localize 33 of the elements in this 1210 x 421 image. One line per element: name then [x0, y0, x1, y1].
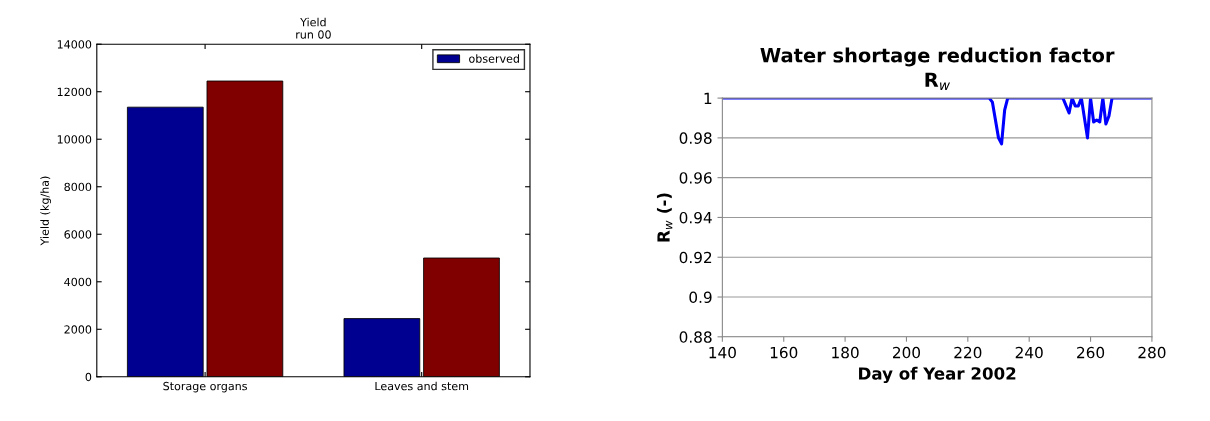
y-tick-label: 14000	[57, 40, 92, 49]
x-tick-label: Leaves and stem	[375, 381, 469, 391]
y-tick-label: 8000	[64, 182, 92, 192]
y-tick-label: 6000	[64, 230, 92, 239]
x-tick-label: 240	[1015, 346, 1043, 359]
x-tick-label: 280	[1138, 346, 1166, 359]
y-tick-label: 12000	[57, 87, 92, 97]
y-tick-label: 4000	[64, 277, 92, 287]
chart-subtitle: R$_{w}$	[925, 72, 951, 91]
chart-title: Yield	[300, 17, 326, 27]
x-tick-label: Storage organs	[163, 381, 247, 393]
y-tick-label: 1	[704, 92, 712, 104]
y-tick-label: 0.96	[679, 172, 712, 184]
y-tick-label: 10000	[57, 135, 92, 144]
y-tick-label: 0.98	[679, 132, 712, 144]
y-axis-title: Yield (kg/ha)	[40, 176, 52, 246]
y-tick-label: 2000	[64, 325, 92, 334]
x-tick-label: 180	[832, 346, 859, 359]
x-axis-title: Day of Year 2002	[859, 366, 1016, 384]
x-tick-label: 140	[709, 346, 736, 359]
chart-subtitle: run 00	[296, 30, 331, 39]
chart-title: Water shortage reduction factor	[760, 47, 1115, 67]
y-tick-label: 0.88	[679, 331, 712, 343]
y-tick-label: 0	[85, 372, 92, 382]
x-tick-label: 160	[770, 346, 798, 359]
y-axis-title: R$_{w}$ (-)	[656, 193, 673, 242]
y-tick-label: 0.94	[679, 211, 712, 224]
legend-label: observed	[469, 54, 519, 63]
y-tick-label: 0.92	[679, 251, 712, 264]
x-tick-label: 200	[893, 346, 921, 359]
x-tick-label: 260	[1077, 346, 1105, 359]
y-tick-label: 0.9	[689, 291, 712, 304]
x-tick-label: 220	[954, 346, 982, 359]
